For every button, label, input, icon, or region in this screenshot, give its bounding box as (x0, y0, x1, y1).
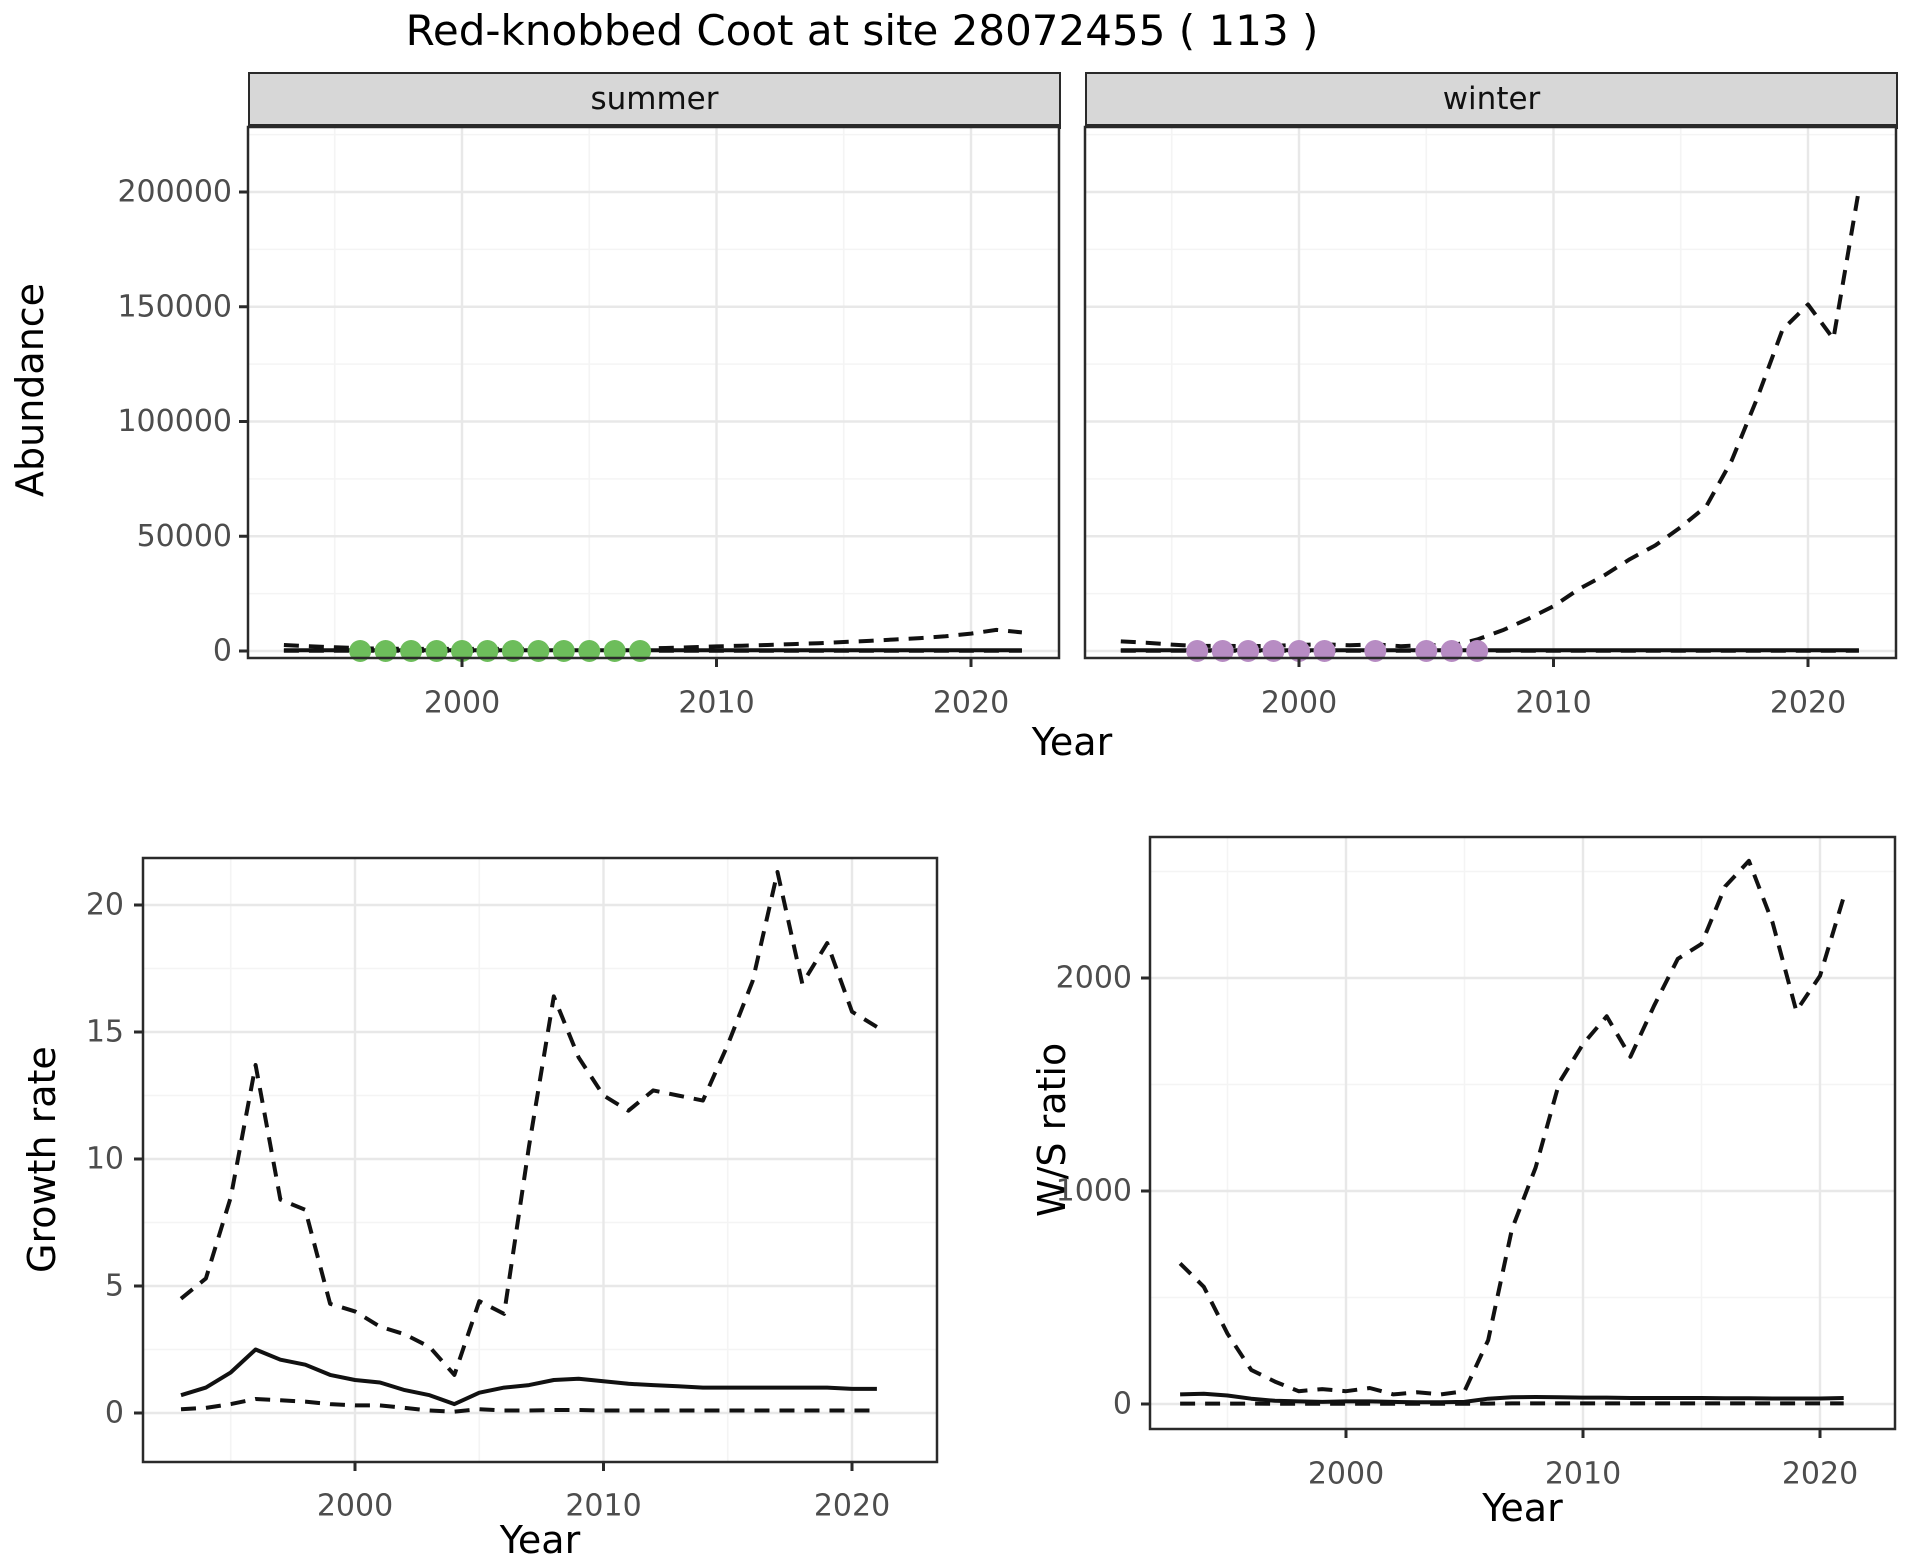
x-tick-label: 2020 (814, 1489, 890, 1524)
y-tick-label: 2000 (1056, 961, 1132, 996)
x-tick-label: 2010 (678, 686, 754, 721)
x-tick-label: 2010 (565, 1489, 641, 1524)
y-tick-label: 0 (105, 1396, 124, 1431)
y-tick-label: 200000 (117, 175, 232, 210)
summer-panel: 2000 2010 2020 0 50000 100000 150000 200000 (117, 127, 1059, 721)
y-tick-label: 50000 (137, 519, 232, 554)
growth-rate-panel: 2000 2010 2020 0 5 10 15 20 (86, 858, 937, 1524)
x-tick-label: 2020 (933, 686, 1009, 721)
x-tick-label: 2010 (1515, 686, 1591, 721)
x-tick-label: 2010 (1545, 1457, 1621, 1492)
x-tick-label: 2000 (1261, 686, 1337, 721)
ws-ratio-panel: 2000 2010 2020 0 1000 2000 (1056, 837, 1895, 1492)
y-tick-label: 150000 (117, 289, 232, 324)
y-tick-label: 1000 (1056, 1174, 1132, 1209)
x-tick-label: 2020 (1782, 1457, 1858, 1492)
y-tick-label: 10 (86, 1142, 124, 1177)
x-tick-label: 2020 (1770, 686, 1846, 721)
y-tick-label: 0 (1113, 1387, 1132, 1422)
y-tick-label: 100000 (117, 404, 232, 439)
x-tick-label: 2000 (424, 686, 500, 721)
x-tick-label: 2000 (1308, 1457, 1384, 1492)
x-tick-label: 2000 (317, 1489, 393, 1524)
y-tick-label: 5 (105, 1269, 124, 1304)
y-tick-label: 15 (86, 1015, 124, 1050)
y-tick-label: 0 (213, 634, 232, 669)
winter-panel: 2000 2010 2020 (1085, 127, 1896, 721)
y-tick-label: 20 (86, 888, 124, 923)
